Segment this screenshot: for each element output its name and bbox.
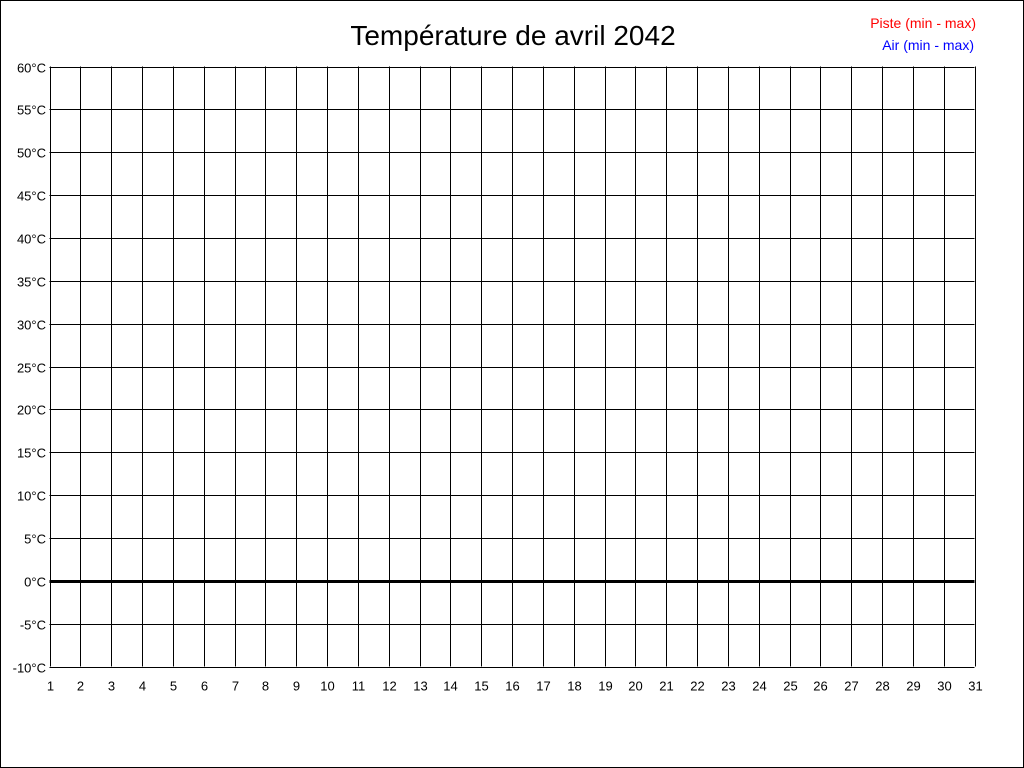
y-tick-label: 30°C xyxy=(17,318,46,333)
legend-air: Air (min - max) xyxy=(882,37,974,53)
y-tick-label: 35°C xyxy=(17,275,46,290)
y-tick-label: 40°C xyxy=(17,232,46,247)
x-tick-label: 15 xyxy=(474,679,488,694)
x-tick-label: 14 xyxy=(443,679,457,694)
x-tick-label: 28 xyxy=(875,679,889,694)
x-tick-label: 23 xyxy=(721,679,735,694)
x-tick-label: 29 xyxy=(906,679,920,694)
x-tick-label: 3 xyxy=(108,679,115,694)
grid xyxy=(49,66,976,668)
x-tick-label: 6 xyxy=(201,679,208,694)
x-tick-label: 7 xyxy=(232,679,239,694)
x-axis-ticks: 1 2 3 4 5 6 7 8 9 10 11 12 13 14 15 16 17 18 19 20 21 22 23 24 2… xyxy=(47,679,983,694)
x-tick-label: 12 xyxy=(382,679,396,694)
y-tick-label: -10°C xyxy=(13,661,46,676)
x-tick-label: 16 xyxy=(505,679,519,694)
x-tick-label: 21 xyxy=(659,679,673,694)
y-tick-label: 10°C xyxy=(17,489,46,504)
legend-piste: Piste (min - max) xyxy=(870,15,976,31)
x-tick-label: 8 xyxy=(262,679,269,694)
x-tick-label: 25 xyxy=(783,679,797,694)
y-tick-label: 20°C xyxy=(17,403,46,418)
y-tick-label: -5°C xyxy=(20,618,46,633)
y-tick-label: 15°C xyxy=(17,446,46,461)
y-tick-label: 60°C xyxy=(17,61,46,76)
x-tick-label: 13 xyxy=(413,679,427,694)
x-tick-label: 9 xyxy=(293,679,300,694)
x-tick-label: 5 xyxy=(170,679,177,694)
x-tick-label: 18 xyxy=(567,679,581,694)
y-tick-label: 0°C xyxy=(24,575,46,590)
y-tick-label: 45°C xyxy=(17,189,46,204)
y-tick-label: 5°C xyxy=(24,532,46,547)
y-axis-ticks: 60°C 55°C 50°C 45°C 40°C 35°C 30°C 25°C 20°C 15°C… xyxy=(13,61,46,676)
chart-title: Température de avril 2042 xyxy=(350,20,675,51)
x-tick-label: 27 xyxy=(844,679,858,694)
x-tick-label: 4 xyxy=(139,679,146,694)
x-tick-label: 30 xyxy=(937,679,951,694)
x-tick-label: 10 xyxy=(320,679,334,694)
x-tick-label: 11 xyxy=(352,679,366,694)
x-tick-label: 20 xyxy=(628,679,642,694)
y-tick-label: 25°C xyxy=(17,361,46,376)
x-tick-label: 17 xyxy=(536,679,550,694)
x-tick-label: 19 xyxy=(598,679,612,694)
x-tick-label: 24 xyxy=(752,679,766,694)
x-tick-label: 31 xyxy=(968,679,982,694)
x-tick-label: 2 xyxy=(77,679,84,694)
y-tick-label: 55°C xyxy=(17,103,46,118)
y-tick-label: 50°C xyxy=(17,146,46,161)
x-tick-label: 1 xyxy=(47,679,54,694)
x-tick-label: 26 xyxy=(813,679,827,694)
x-tick-label: 22 xyxy=(690,679,704,694)
